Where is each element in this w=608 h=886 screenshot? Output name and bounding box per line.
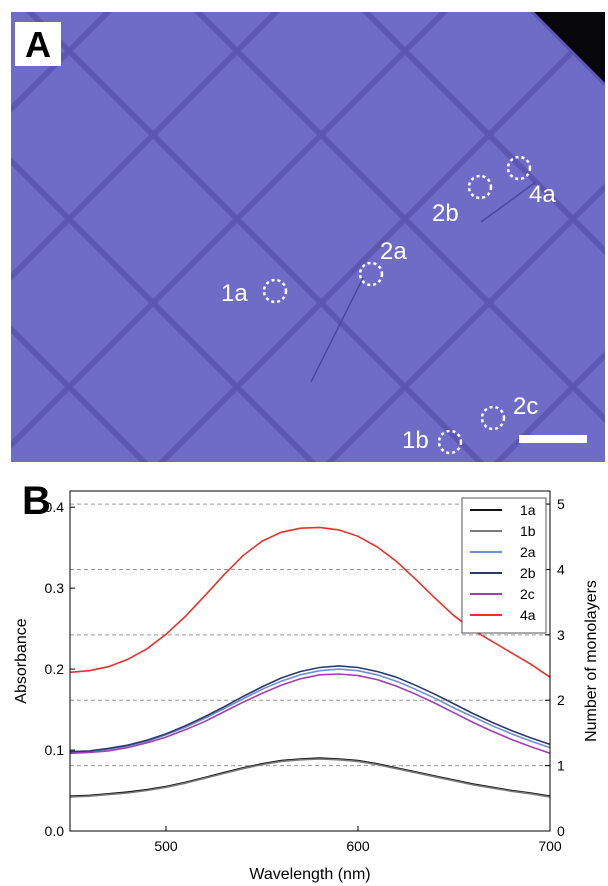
- series-line-2a: [69, 668, 551, 754]
- scale-bar: [519, 435, 587, 443]
- y-tick-label: 0.4: [45, 499, 65, 515]
- spot-label-2b: 2b: [432, 200, 459, 227]
- legend-label-2a: 2a: [520, 544, 536, 560]
- flake-square: [404, 302, 574, 462]
- flake-crack: [310, 277, 364, 383]
- y-tick-label: 0.1: [45, 742, 65, 758]
- panel-b-chart: B 500 600 700 0.0 0.1 0.2 0.3 0.4 0 1 2 3 4 5 Wavelen…: [13, 479, 600, 883]
- y2-tick-label: 5: [557, 496, 565, 512]
- panel-a-label: A: [15, 22, 61, 66]
- spot-label-2a: 2a: [380, 238, 407, 265]
- x-axis-label: Wavelength (nm): [249, 866, 370, 883]
- flake-crack: [480, 181, 537, 223]
- flake-square: [152, 218, 322, 388]
- spot-marker-2c: [480, 405, 506, 431]
- x-tick-label: 600: [346, 838, 370, 854]
- spot-marker-1a: [262, 278, 288, 304]
- series-line-1b: [69, 758, 551, 798]
- legend-box: [461, 497, 547, 634]
- spot-marker-2a: [358, 261, 384, 287]
- series-line-2b: [69, 665, 551, 753]
- flake-square: [236, 302, 406, 462]
- flake-square: [11, 50, 154, 220]
- flake-square: [320, 218, 490, 388]
- flake-square: [572, 186, 605, 252]
- flake-square: [11, 218, 154, 388]
- panel-b-letter: B: [22, 479, 51, 523]
- flake-square: [572, 354, 605, 420]
- y2-tick-label: 3: [557, 627, 565, 643]
- flake-square: [11, 328, 70, 446]
- legend: 1a 1b 2a 2b 2c 4a: [461, 497, 547, 634]
- legend-label-2b: 2b: [520, 565, 536, 581]
- flake-square: [161, 386, 313, 462]
- spot-label-1b: 1b: [402, 427, 429, 454]
- spot-label-4a: 4a: [529, 181, 556, 208]
- panel-a-micrograph: 1a 1b 2a 2b 2c 4a A: [11, 12, 605, 462]
- flake-square: [11, 386, 145, 462]
- y2-tick-label: 1: [557, 758, 565, 774]
- flake-square: [68, 12, 238, 136]
- y-tick-label: 0.2: [45, 661, 65, 677]
- flake-square: [197, 12, 277, 52]
- flake-square: [236, 12, 406, 136]
- flake-square: [365, 12, 445, 52]
- legend-label-4a: 4a: [520, 607, 536, 623]
- flake-square: [320, 50, 490, 220]
- y2-axis-label: Number of monolayers: [583, 580, 600, 742]
- flake-square: [497, 386, 605, 462]
- y-tick-label: 0.0: [45, 823, 65, 839]
- y2-tick-label: 0: [557, 823, 565, 839]
- spot-label-1a: 1a: [221, 280, 248, 307]
- flake-square: [68, 134, 238, 304]
- y-axis-label: Absorbance: [13, 618, 30, 703]
- panel-a-letter: A: [25, 24, 51, 65]
- flake-square: [404, 134, 574, 304]
- plot-frame: [69, 490, 551, 832]
- flake-square: [152, 50, 322, 220]
- y-tick-label: 0.3: [45, 580, 65, 596]
- x-tick-label: 700: [538, 838, 562, 854]
- x-tick-label: 500: [154, 838, 178, 854]
- flake-square: [488, 50, 605, 220]
- y2-tick-label: 2: [557, 692, 565, 708]
- flake-square: [488, 218, 605, 388]
- spot-marker-2b: [467, 174, 493, 200]
- flake-square: [29, 12, 109, 52]
- y2-tick-label: 4: [557, 561, 565, 577]
- legend-label-1a: 1a: [520, 502, 536, 518]
- legend-label-1b: 1b: [520, 523, 536, 539]
- series-line-2c: [69, 673, 551, 755]
- flake-lattice: [11, 12, 605, 462]
- flake-square: [11, 160, 70, 278]
- legend-label-2c: 2c: [520, 586, 535, 602]
- flake-square: [236, 134, 406, 304]
- flake-square: [68, 302, 238, 462]
- spot-marker-4a: [506, 155, 532, 181]
- spot-marker-1b: [437, 429, 463, 455]
- spot-label-2c: 2c: [513, 393, 538, 420]
- flake-square: [404, 12, 574, 136]
